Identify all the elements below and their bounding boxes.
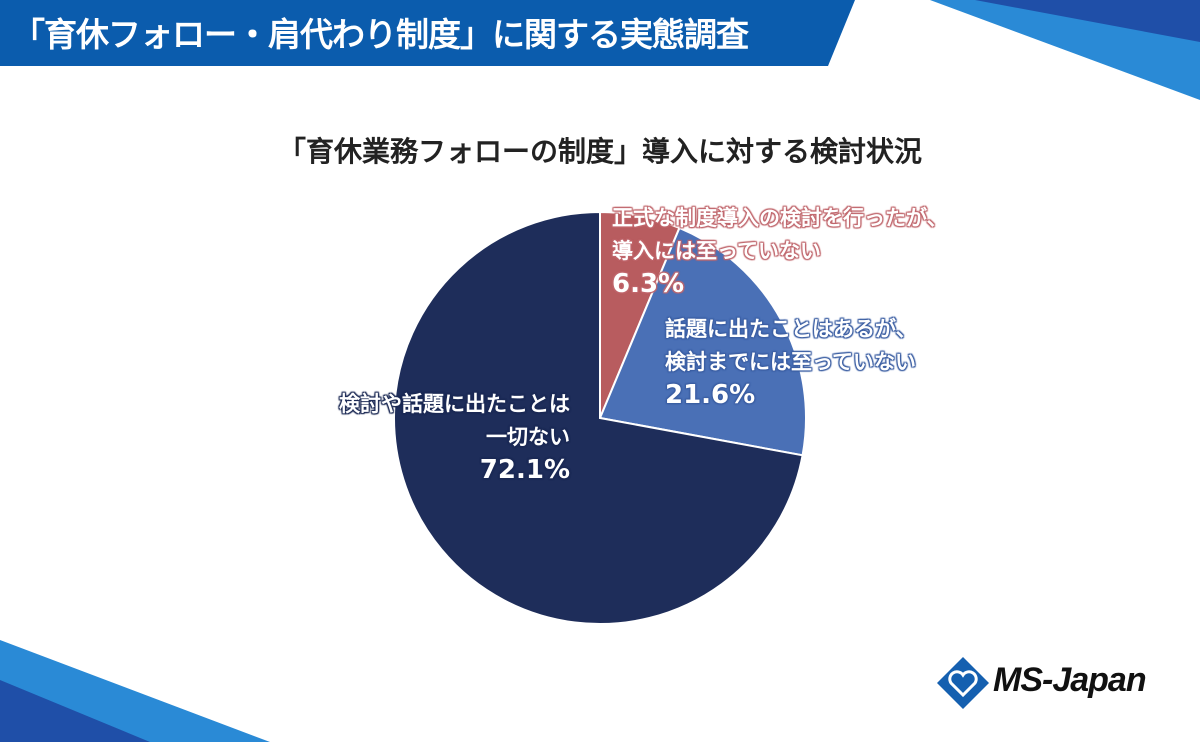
- pie-chart: [393, 210, 807, 625]
- pie-slice-1: [598, 226, 807, 457]
- label-line: 導入には至っていない: [612, 239, 821, 263]
- value-label: 72.1%: [479, 455, 570, 485]
- corner-decoration-top-right-dark: [975, 0, 1200, 42]
- header: 「育休フォロー・肩代わり制度」に関する実態調査: [0, 0, 1200, 66]
- logo-text: MS-Japan: [993, 661, 1147, 699]
- chart-title: 「育休業務フォローの制度」導入に対する検討状況: [277, 135, 922, 168]
- value-label: 6.3%: [612, 269, 685, 299]
- corner-decoration-bottom-left-dark: [0, 680, 150, 742]
- value-label: 21.6%: [665, 380, 756, 410]
- slice-label-discussed: 話題に出たことはあるが、 検討までには至っていない 21.6%: [665, 313, 917, 412]
- label-line: 検討までには至っていない: [665, 350, 916, 374]
- pie-slice-2: [393, 210, 804, 625]
- label-line: 一切ない: [486, 425, 570, 449]
- label-line: 話題に出たことはあるが、: [665, 317, 917, 341]
- ms-japan-logo: MS-Japan: [935, 655, 1155, 715]
- header-banner: [0, 0, 855, 66]
- slice-label-formal-review: 正式な制度導入の検討を行ったが、 導入には至っていない 6.3%: [612, 202, 948, 301]
- header-title: 「育休フォロー・肩代わり制度」に関する実態調査: [12, 15, 749, 54]
- slice-label-never: 検討や話題に出たことは 一切ない 72.1%: [339, 388, 570, 487]
- label-line: 検討や話題に出たことは: [339, 392, 570, 416]
- logo-diamond-heart-icon: [937, 657, 989, 709]
- label-line: 正式な制度導入の検討を行ったが、: [612, 206, 948, 230]
